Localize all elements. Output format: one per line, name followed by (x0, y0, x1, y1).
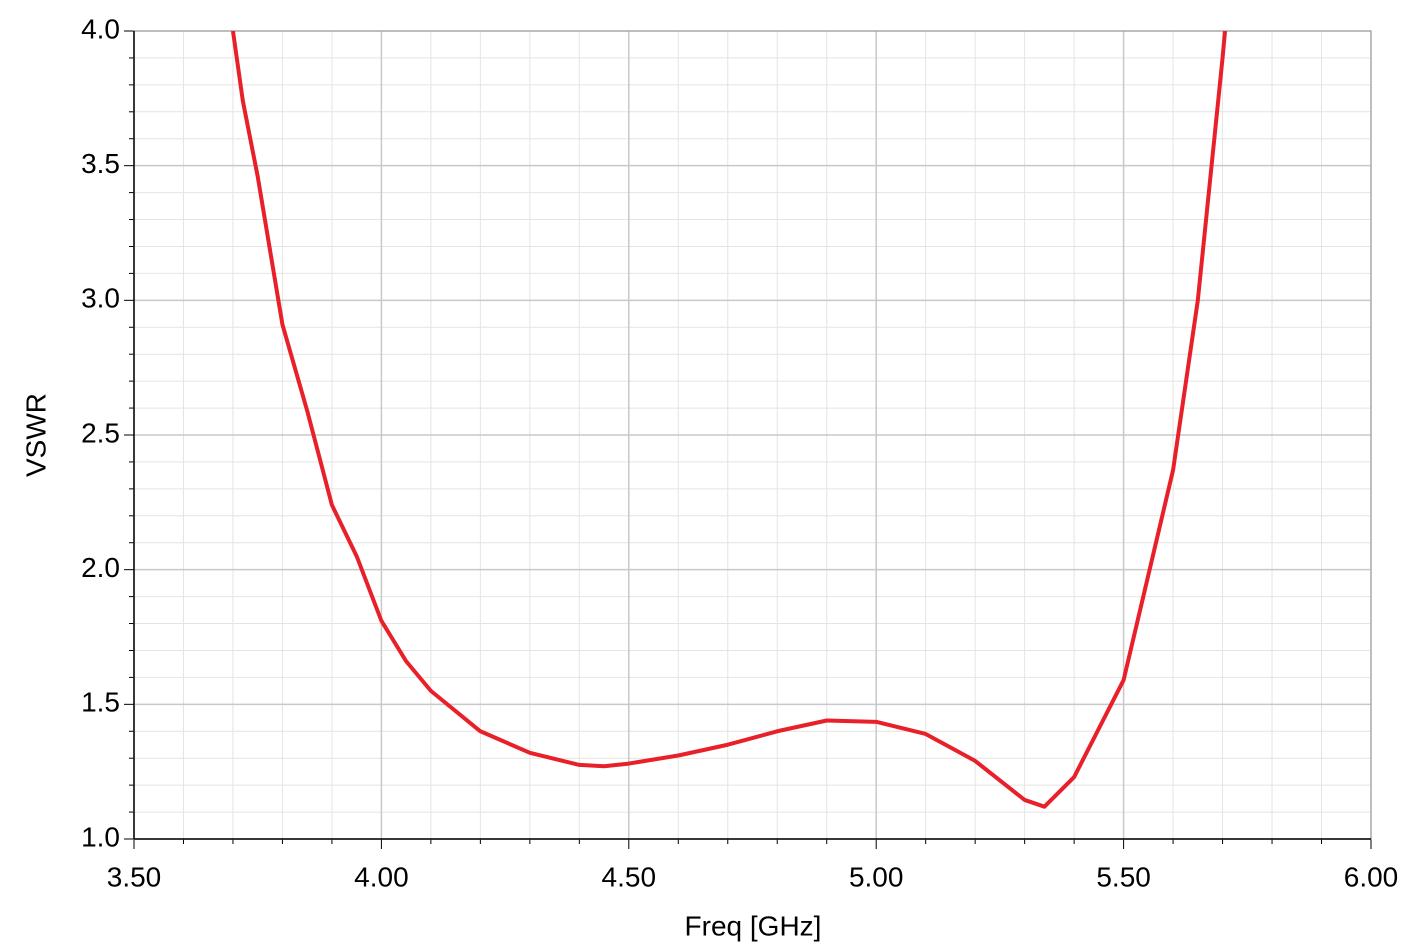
x-axis-label: Freq [GHz] (685, 910, 822, 941)
y-axis-label: VSWR (20, 393, 51, 477)
y-tick-label: 2.0 (81, 552, 120, 583)
x-tick-label: 5.50 (1096, 861, 1151, 892)
x-tick-label: 4.00 (354, 861, 409, 892)
y-tick-label: 1.5 (81, 687, 120, 718)
data-line (230, 30, 1228, 809)
y-tick-label: 4.0 (81, 13, 120, 44)
y-tick-label: 1.0 (81, 821, 120, 852)
y-tick-label: 3.5 (81, 148, 120, 179)
x-tick-label: 5.00 (849, 861, 904, 892)
y-tick-label: 2.5 (81, 417, 120, 448)
x-tick-label: 4.50 (602, 861, 657, 892)
x-tick-label: 6.00 (1344, 861, 1399, 892)
y-tick-label: 3.0 (81, 283, 120, 314)
x-tick-label: 3.50 (107, 861, 162, 892)
